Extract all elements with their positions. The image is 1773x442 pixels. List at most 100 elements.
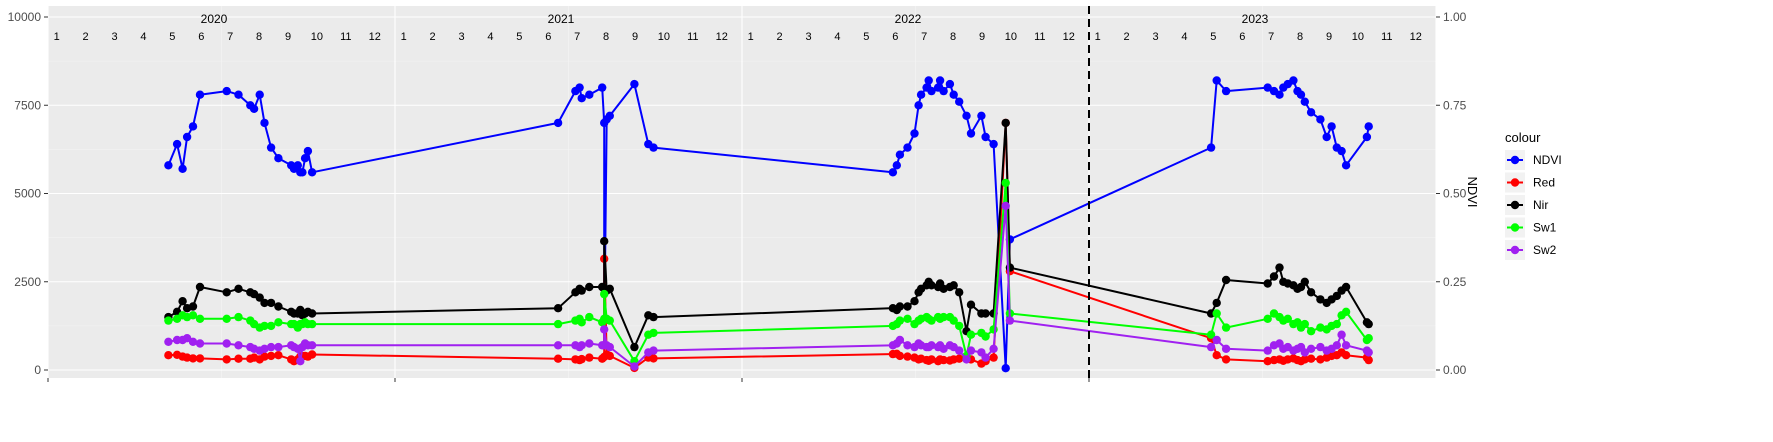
legend-title: colour: [1505, 130, 1541, 145]
data-point-nir: [910, 297, 919, 306]
data-point-ndvi: [300, 154, 310, 163]
data-point-red: [1341, 351, 1351, 360]
data-point-nir: [1001, 118, 1010, 128]
data-point-sw1: [989, 325, 998, 334]
data-point-sw2: [939, 344, 948, 353]
data-point-nir: [222, 288, 231, 297]
data-point-nir: [630, 342, 639, 352]
data-point-ndvi: [293, 161, 302, 170]
data-point-ndvi: [949, 90, 958, 99]
y-tick-label: 5000: [14, 187, 41, 201]
data-point-red: [955, 354, 964, 363]
data-point-red: [649, 354, 658, 363]
legend-key-point: [1510, 200, 1520, 210]
data-point-ndvi: [1364, 122, 1373, 131]
data-point-sw2: [927, 341, 936, 350]
month-label: 8: [603, 31, 609, 43]
data-point-red: [989, 353, 998, 362]
data-point-red: [553, 354, 563, 363]
data-point-red: [1300, 355, 1310, 364]
data-point-nir: [1212, 298, 1221, 308]
data-point-nir: [927, 281, 936, 290]
data-point-sw1: [1306, 327, 1316, 336]
month-label: 9: [1326, 31, 1332, 43]
data-point-nir: [195, 282, 205, 292]
month-label: 10: [311, 31, 323, 43]
month-label: 4: [140, 31, 146, 43]
data-point-ndvi: [924, 76, 933, 85]
data-point-nir: [1341, 282, 1351, 292]
month-label: 4: [834, 31, 840, 43]
month-label: 6: [892, 31, 898, 43]
data-point-sw1: [1221, 323, 1231, 332]
data-point-sw2: [981, 353, 990, 362]
data-point-sw2: [962, 355, 971, 364]
data-point-ndvi: [1316, 115, 1325, 124]
data-point-sw2: [585, 339, 594, 348]
data-point-sw2: [222, 339, 231, 348]
data-point-ndvi: [164, 161, 173, 170]
data-point-sw2: [1221, 344, 1231, 353]
data-point-sw1: [195, 314, 205, 323]
data-point-sw1: [927, 316, 936, 325]
data-point-sw1: [1341, 307, 1351, 316]
y2-tick-label: 0.25: [1443, 275, 1467, 289]
data-point-sw2: [195, 339, 205, 348]
month-label: 3: [458, 31, 464, 43]
data-point-red: [1364, 355, 1373, 365]
month-label: 7: [1268, 31, 1274, 43]
data-point-sw1: [955, 321, 964, 331]
data-point-ndvi: [895, 150, 905, 159]
data-point-nir: [585, 282, 594, 292]
year-label: 2022: [895, 12, 922, 26]
data-point-sw2: [649, 346, 658, 355]
y-tick-label: 10000: [8, 10, 42, 24]
data-point-sw1: [1212, 309, 1221, 318]
data-point-ndvi: [1221, 86, 1231, 96]
data-point-sw2: [966, 346, 976, 355]
month-label: 1: [748, 31, 754, 43]
data-point-sw1: [981, 332, 990, 341]
data-point-sw2: [1206, 342, 1216, 352]
data-point-ndvi: [1263, 83, 1272, 92]
data-point-sw1: [585, 312, 594, 322]
data-point-sw2: [164, 337, 173, 346]
data-point-ndvi: [1322, 132, 1331, 142]
data-point-sw1: [577, 318, 586, 327]
data-point-nir: [178, 297, 187, 306]
month-label: 3: [111, 31, 117, 43]
data-point-ndvi: [1001, 364, 1010, 373]
legend-key-point: [1510, 223, 1520, 232]
data-point-nir: [955, 288, 964, 297]
data-point-ndvi: [188, 122, 198, 131]
data-point-sw1: [1332, 319, 1342, 329]
data-point-ndvi: [1289, 76, 1298, 85]
y-axis-left: 0 2500 5000 7500 10000: [8, 10, 48, 377]
data-point-sw2: [1005, 316, 1015, 325]
data-point-red: [577, 354, 586, 364]
data-point-ndvi: [910, 129, 919, 138]
year-label: 2020: [201, 12, 228, 26]
data-point-red: [927, 355, 936, 364]
month-label: 3: [805, 31, 811, 43]
month-label: 7: [574, 31, 580, 43]
data-point-nir: [553, 304, 563, 313]
data-point-ndvi: [962, 111, 971, 121]
data-point-red: [939, 355, 948, 365]
y2-tick-label: 1.00: [1443, 10, 1467, 24]
data-point-sw1: [222, 314, 231, 323]
data-point-red: [266, 351, 276, 361]
month-label: 11: [687, 31, 698, 43]
month-label: 5: [169, 31, 175, 43]
data-point-ndvi: [298, 168, 307, 177]
data-point-nir: [939, 284, 948, 293]
data-point-red: [234, 354, 243, 363]
data-point-red: [1306, 354, 1316, 363]
y2-tick-label: 0.50: [1443, 187, 1467, 201]
data-point-nir: [188, 302, 198, 311]
data-point-nir: [1316, 295, 1325, 304]
y2-tick-label: 0.75: [1443, 98, 1467, 112]
data-point-red: [260, 352, 269, 361]
